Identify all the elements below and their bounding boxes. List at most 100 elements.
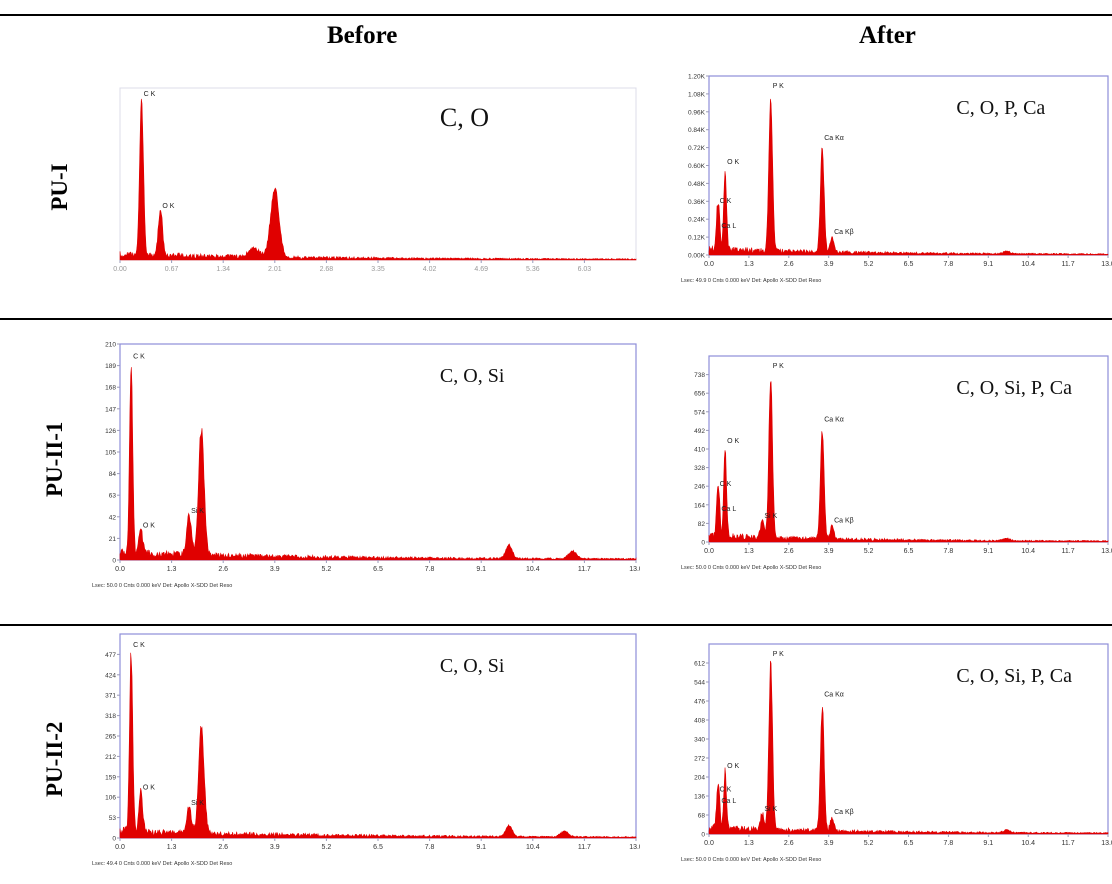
element-list-label: C, O, Si, P, Ca bbox=[956, 665, 1072, 687]
column-header-before: Before bbox=[327, 22, 398, 49]
x-tick-label: 1.3 bbox=[744, 261, 754, 268]
x-tick-label: 5.2 bbox=[864, 840, 874, 847]
y-tick-label: 738 bbox=[694, 372, 705, 379]
x-tick-label: 2.6 bbox=[784, 840, 794, 847]
x-tick-label: 11.7 bbox=[578, 844, 591, 851]
x-tick-label: 4.69 bbox=[474, 266, 488, 273]
x-tick-label: 11.7 bbox=[1062, 548, 1075, 555]
y-tick-label: 164 bbox=[694, 502, 705, 509]
y-tick-label: 21 bbox=[109, 536, 117, 543]
x-tick-label: 0.0 bbox=[115, 566, 125, 573]
x-tick-label: 7.8 bbox=[425, 844, 435, 851]
x-tick-label: 2.6 bbox=[218, 844, 228, 851]
spectrum-trace bbox=[708, 381, 1109, 543]
peak-label: P K bbox=[773, 363, 784, 370]
x-tick-label: 9.1 bbox=[983, 840, 993, 847]
x-tick-label: 2.68 bbox=[320, 266, 334, 273]
row-label-pu-i: PU-I bbox=[47, 163, 72, 211]
peak-label: O K bbox=[727, 763, 739, 770]
spectrum-panel-pu-ii-2-before: C K O K Si K 0.0 1.3 2.6 3.9 5.2 6.5 7.8 9.1 10.4 11… bbox=[90, 628, 640, 868]
y-tick-label: 0.24K bbox=[688, 217, 706, 224]
y-tick-label: 105 bbox=[105, 450, 116, 457]
x-tick-label: 2.6 bbox=[218, 566, 228, 573]
x-tick-label: 5.2 bbox=[864, 548, 874, 555]
y-tick-label: 272 bbox=[694, 756, 705, 763]
y-tick-label: 42 bbox=[109, 514, 117, 521]
row-divider bbox=[0, 318, 1112, 320]
x-tick-label: 3.9 bbox=[824, 261, 834, 268]
x-tick-label: 5.2 bbox=[322, 566, 332, 573]
x-tick-label: 1.34 bbox=[216, 266, 230, 273]
plot-frame bbox=[708, 643, 1109, 835]
spectrum-trace bbox=[119, 98, 637, 261]
peak-label: O K bbox=[727, 438, 739, 445]
x-tick-label: 7.8 bbox=[944, 840, 954, 847]
y-tick-label: 656 bbox=[694, 391, 705, 398]
spectrum-trace bbox=[119, 652, 637, 839]
y-tick-label: 408 bbox=[694, 718, 705, 725]
peak-label: Ca Kα bbox=[824, 692, 844, 699]
peak-label: C K bbox=[720, 787, 732, 794]
x-tick-label: 2.01 bbox=[268, 266, 282, 273]
column-header-after: After bbox=[859, 22, 916, 49]
x-tick-label: 3.9 bbox=[824, 840, 834, 847]
peak-label: Ca L bbox=[721, 798, 736, 805]
y-tick-label: 0.84K bbox=[688, 127, 706, 134]
x-tick-label: 6.5 bbox=[373, 844, 383, 851]
spectrum-footer: Lsec: 50.0 0 Cnts 0.000 keV Det: Apollo … bbox=[92, 583, 232, 589]
spectrum-panel-pu-ii-1-after: C K Ca L O K Si K P K Ca Kα Ca Kβ 0.0 1.3 2.6 3.9 5… bbox=[679, 350, 1112, 572]
spectrum-chart: C K Ca L O K Si K P K Ca Kα Ca Kβ 0.0 1.3 2.6 3.9 5… bbox=[681, 643, 1112, 863]
y-tick-label: 210 bbox=[105, 342, 116, 349]
x-tick-label: 3.35 bbox=[371, 266, 385, 273]
spectrum-footer: Lsec: 50.0 0 Cnts 0.000 keV Det: Apollo … bbox=[681, 565, 821, 571]
x-tick-label: 1.3 bbox=[744, 840, 754, 847]
y-tick-label: 126 bbox=[105, 428, 116, 435]
element-list-label: C, O, Si bbox=[440, 655, 505, 677]
peak-label: Ca L bbox=[721, 506, 736, 513]
x-tick-label: 13.0 bbox=[629, 566, 640, 573]
plot-frame bbox=[119, 87, 637, 261]
y-tick-label: 136 bbox=[694, 794, 705, 801]
y-tick-label: 0.48K bbox=[688, 181, 706, 188]
y-tick-label: 340 bbox=[694, 737, 705, 744]
spectrum-panel-pu-i-before: C K O K 0.00 0.67 1.34 2.01 2.68 3.35 4.02 4.69 5.… bbox=[100, 82, 640, 282]
x-tick-label: 0.0 bbox=[704, 840, 714, 847]
x-tick-label: 6.5 bbox=[373, 566, 383, 573]
x-tick-label: 0.0 bbox=[115, 844, 125, 851]
y-tick-label: 106 bbox=[105, 795, 116, 802]
spectrum-chart: C K O K Si K 0.0 1.3 2.6 3.9 5.2 6.5 7.8 9.1 10.4 11… bbox=[92, 342, 640, 590]
y-tick-label: 318 bbox=[105, 713, 116, 720]
x-tick-label: 0.67 bbox=[165, 266, 179, 273]
x-tick-label: 3.9 bbox=[270, 844, 280, 851]
x-tick-label: 13.0 bbox=[1101, 261, 1112, 268]
x-tick-label: 5.36 bbox=[526, 266, 540, 273]
plot-frame bbox=[708, 355, 1109, 543]
spectrum-chart: C K O K 0.00 0.67 1.34 2.01 2.68 3.35 4.02 4.69 5.… bbox=[113, 87, 637, 273]
x-tick-label: 10.4 bbox=[1021, 261, 1035, 268]
x-tick-label: 11.7 bbox=[1062, 840, 1075, 847]
y-tick-label: 0.60K bbox=[688, 163, 706, 170]
x-tick-label: 10.4 bbox=[526, 566, 540, 573]
x-tick-label: 0.0 bbox=[704, 548, 714, 555]
peak-label: C K bbox=[144, 91, 156, 98]
spectrum-footer: Lsec: 49.4 0 Cnts 0.000 keV Det: Apollo … bbox=[92, 861, 232, 867]
spectrum-trace bbox=[708, 98, 1109, 256]
spectrum-footer: Lsec: 49.9 0 Cnts 0.000 keV Det: Apollo … bbox=[681, 278, 821, 284]
peak-label: Ca Kβ bbox=[834, 229, 854, 236]
x-tick-label: 6.5 bbox=[904, 261, 914, 268]
y-tick-label: 189 bbox=[105, 363, 116, 370]
x-tick-label: 1.3 bbox=[167, 566, 177, 573]
x-tick-label: 5.2 bbox=[322, 844, 332, 851]
x-tick-label: 6.03 bbox=[578, 266, 592, 273]
y-tick-label: 0 bbox=[112, 836, 116, 843]
y-tick-label: 147 bbox=[105, 406, 116, 413]
y-tick-label: 544 bbox=[694, 680, 705, 687]
peak-label: O K bbox=[727, 159, 739, 166]
x-tick-label: 4.02 bbox=[423, 266, 437, 273]
x-tick-label: 11.7 bbox=[578, 566, 591, 573]
x-tick-label: 10.4 bbox=[1021, 840, 1035, 847]
x-tick-label: 11.7 bbox=[1062, 261, 1075, 268]
peak-label: Ca Kβ bbox=[834, 809, 854, 816]
spectrum-trace bbox=[119, 367, 637, 561]
row-label-pu-ii-1: PU-II-1 bbox=[42, 421, 67, 497]
